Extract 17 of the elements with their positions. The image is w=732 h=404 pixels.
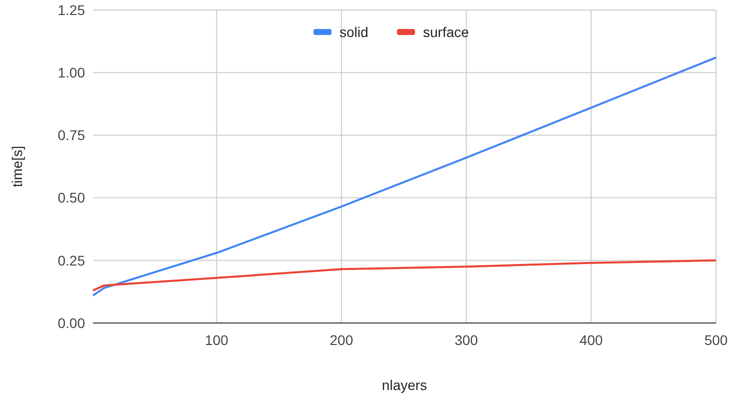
legend-label: surface [423, 24, 470, 40]
line-series [92, 259, 717, 292]
y-tick-label: 0.00 [58, 314, 86, 331]
y-tick-label: 0.25 [58, 252, 86, 268]
line-series [92, 56, 717, 296]
x-tick-label: 300 [454, 332, 478, 348]
x-tick-label: 400 [579, 332, 604, 348]
x-axis-title: nlayers [382, 377, 428, 393]
x-tick-label: 500 [704, 332, 728, 348]
y-axis-title: time[s] [9, 146, 25, 188]
legend-label: solid [340, 24, 368, 40]
y-tick-label: 0.50 [58, 190, 86, 206]
y-tick-label: 1.25 [58, 2, 86, 18]
y-tick-label: 0.75 [58, 127, 86, 144]
x-tick-label: 100 [204, 332, 228, 348]
y-tick-label: 1.00 [58, 64, 86, 80]
x-tick-label: 200 [330, 332, 354, 348]
